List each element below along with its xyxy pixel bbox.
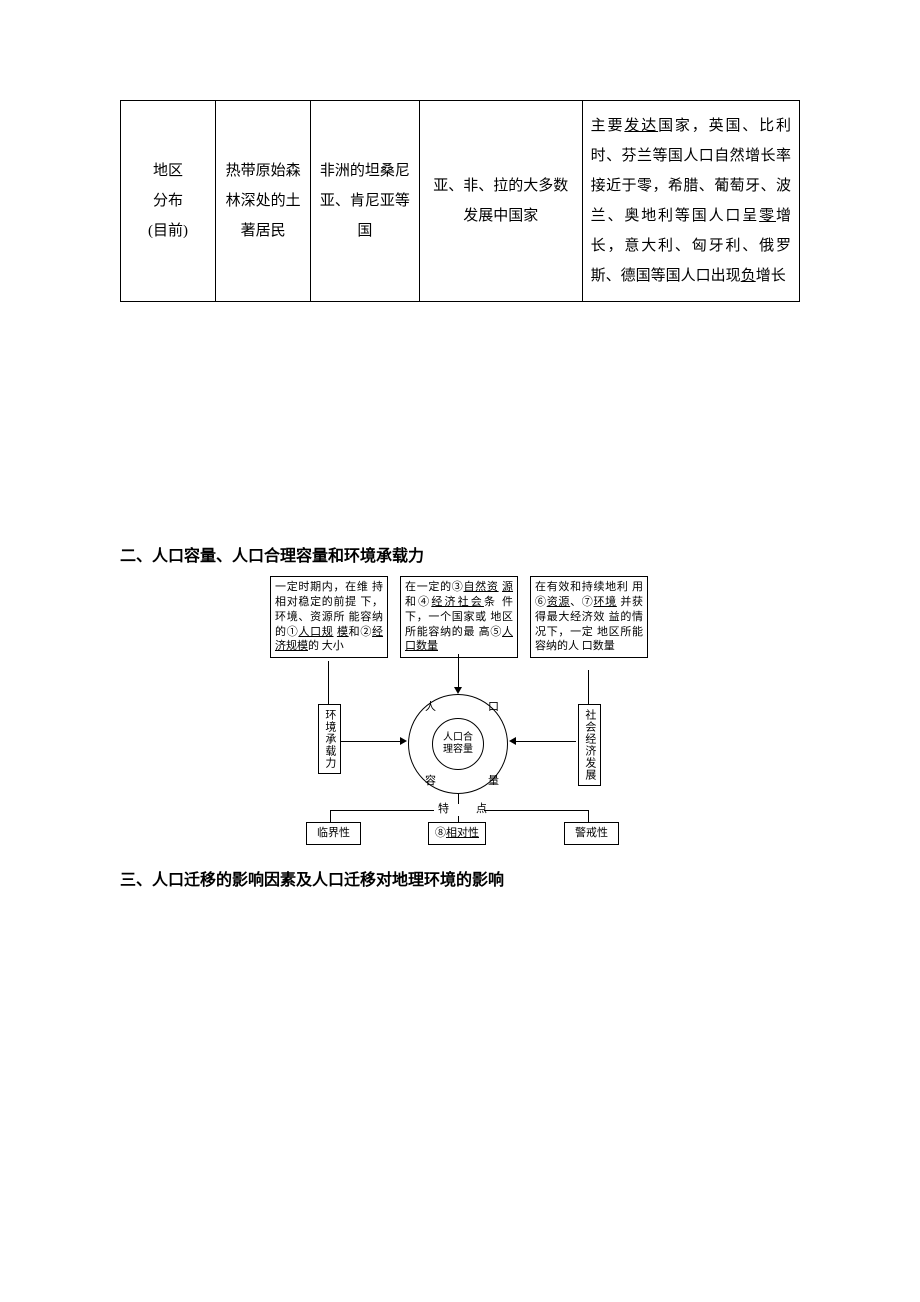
feature-box-warning: 警戒性: [564, 822, 619, 845]
underlined-text: 发达: [624, 118, 658, 134]
table-row: 地区 分布 (目前) 热带原始森林深处的土著居民 非洲的坦桑尼亚、肯尼亚等国 亚…: [121, 101, 800, 302]
diagram-box-social: 在有效和持续地利 用⑥资源、⑦环境 并获得最大经济效 益的情况下，一定 地区所能…: [530, 576, 648, 658]
cell-text: 非洲的坦桑尼亚、肯尼亚等国: [320, 163, 410, 239]
cell-text: (目前): [148, 223, 188, 239]
connector-line: [484, 810, 588, 811]
row-header-cell: 地区 分布 (目前): [121, 101, 216, 302]
capacity-diagram: 一定时期内，在维 持相对稳定的前提 下，环境、资源所 能容纳的①人口规 模和②经…: [270, 576, 650, 846]
diagram-box-capacity: 在一定的③自然资 源和④经济社会条 件下，一个国家或 地区所能容纳的最 高⑤人口…: [400, 576, 518, 658]
circle-top-text: 人 口: [425, 700, 509, 715]
connector-line: [588, 670, 589, 706]
cell-text: 热带原始森林深处的土著居民: [226, 163, 301, 239]
cell-text: 分布: [153, 193, 183, 209]
underlined-text: 零: [759, 208, 776, 224]
feature-box-critical: 临界性: [306, 822, 361, 845]
table-cell: 非洲的坦桑尼亚、肯尼亚等国: [311, 101, 420, 302]
circle-bottom-text: 容 量: [425, 774, 509, 789]
arrow-icon: [509, 737, 516, 745]
table-cell: 热带原始森林深处的土著居民: [216, 101, 311, 302]
connector-line: [330, 810, 434, 811]
inner-circle: 人口合 理容量: [432, 718, 484, 770]
cell-text: 主要: [591, 118, 625, 134]
diagram-box-environment: 一定时期内，在维 持相对稳定的前提 下，环境、资源所 能容纳的①人口规 模和②经…: [270, 576, 388, 658]
section-heading-2: 二、人口容量、人口合理容量和环境承载力: [120, 542, 800, 566]
cell-text: 增长: [756, 268, 786, 284]
connector-line: [328, 661, 329, 706]
cell-text: 亚、非、拉的大多数发展中国家: [433, 178, 568, 224]
connector-line: [514, 741, 576, 742]
table-cell: 亚、非、拉的大多数发展中国家: [419, 101, 582, 302]
vertical-label-social: 社会经济发展: [578, 704, 601, 786]
table-cell: 主要发达国家，英国、比利时、芬兰等国人口自然增长率接近于零，希腊、葡萄牙、波兰、…: [582, 101, 799, 302]
arrow-icon: [400, 737, 407, 745]
connector-line: [458, 654, 459, 689]
region-distribution-table: 地区 分布 (目前) 热带原始森林深处的土著居民 非洲的坦桑尼亚、肯尼亚等国 亚…: [120, 100, 800, 302]
cell-text: 地区: [153, 163, 183, 179]
arrow-icon: [454, 687, 462, 694]
vertical-label-environment: 环境承载力: [318, 704, 341, 774]
connector-line: [340, 741, 402, 742]
feature-box-relative: ⑧相对性: [428, 822, 486, 845]
underlined-text: 负: [741, 268, 756, 284]
section-heading-3: 三、人口迁移的影响因素及人口迁移对地理环境的影响: [120, 866, 800, 890]
